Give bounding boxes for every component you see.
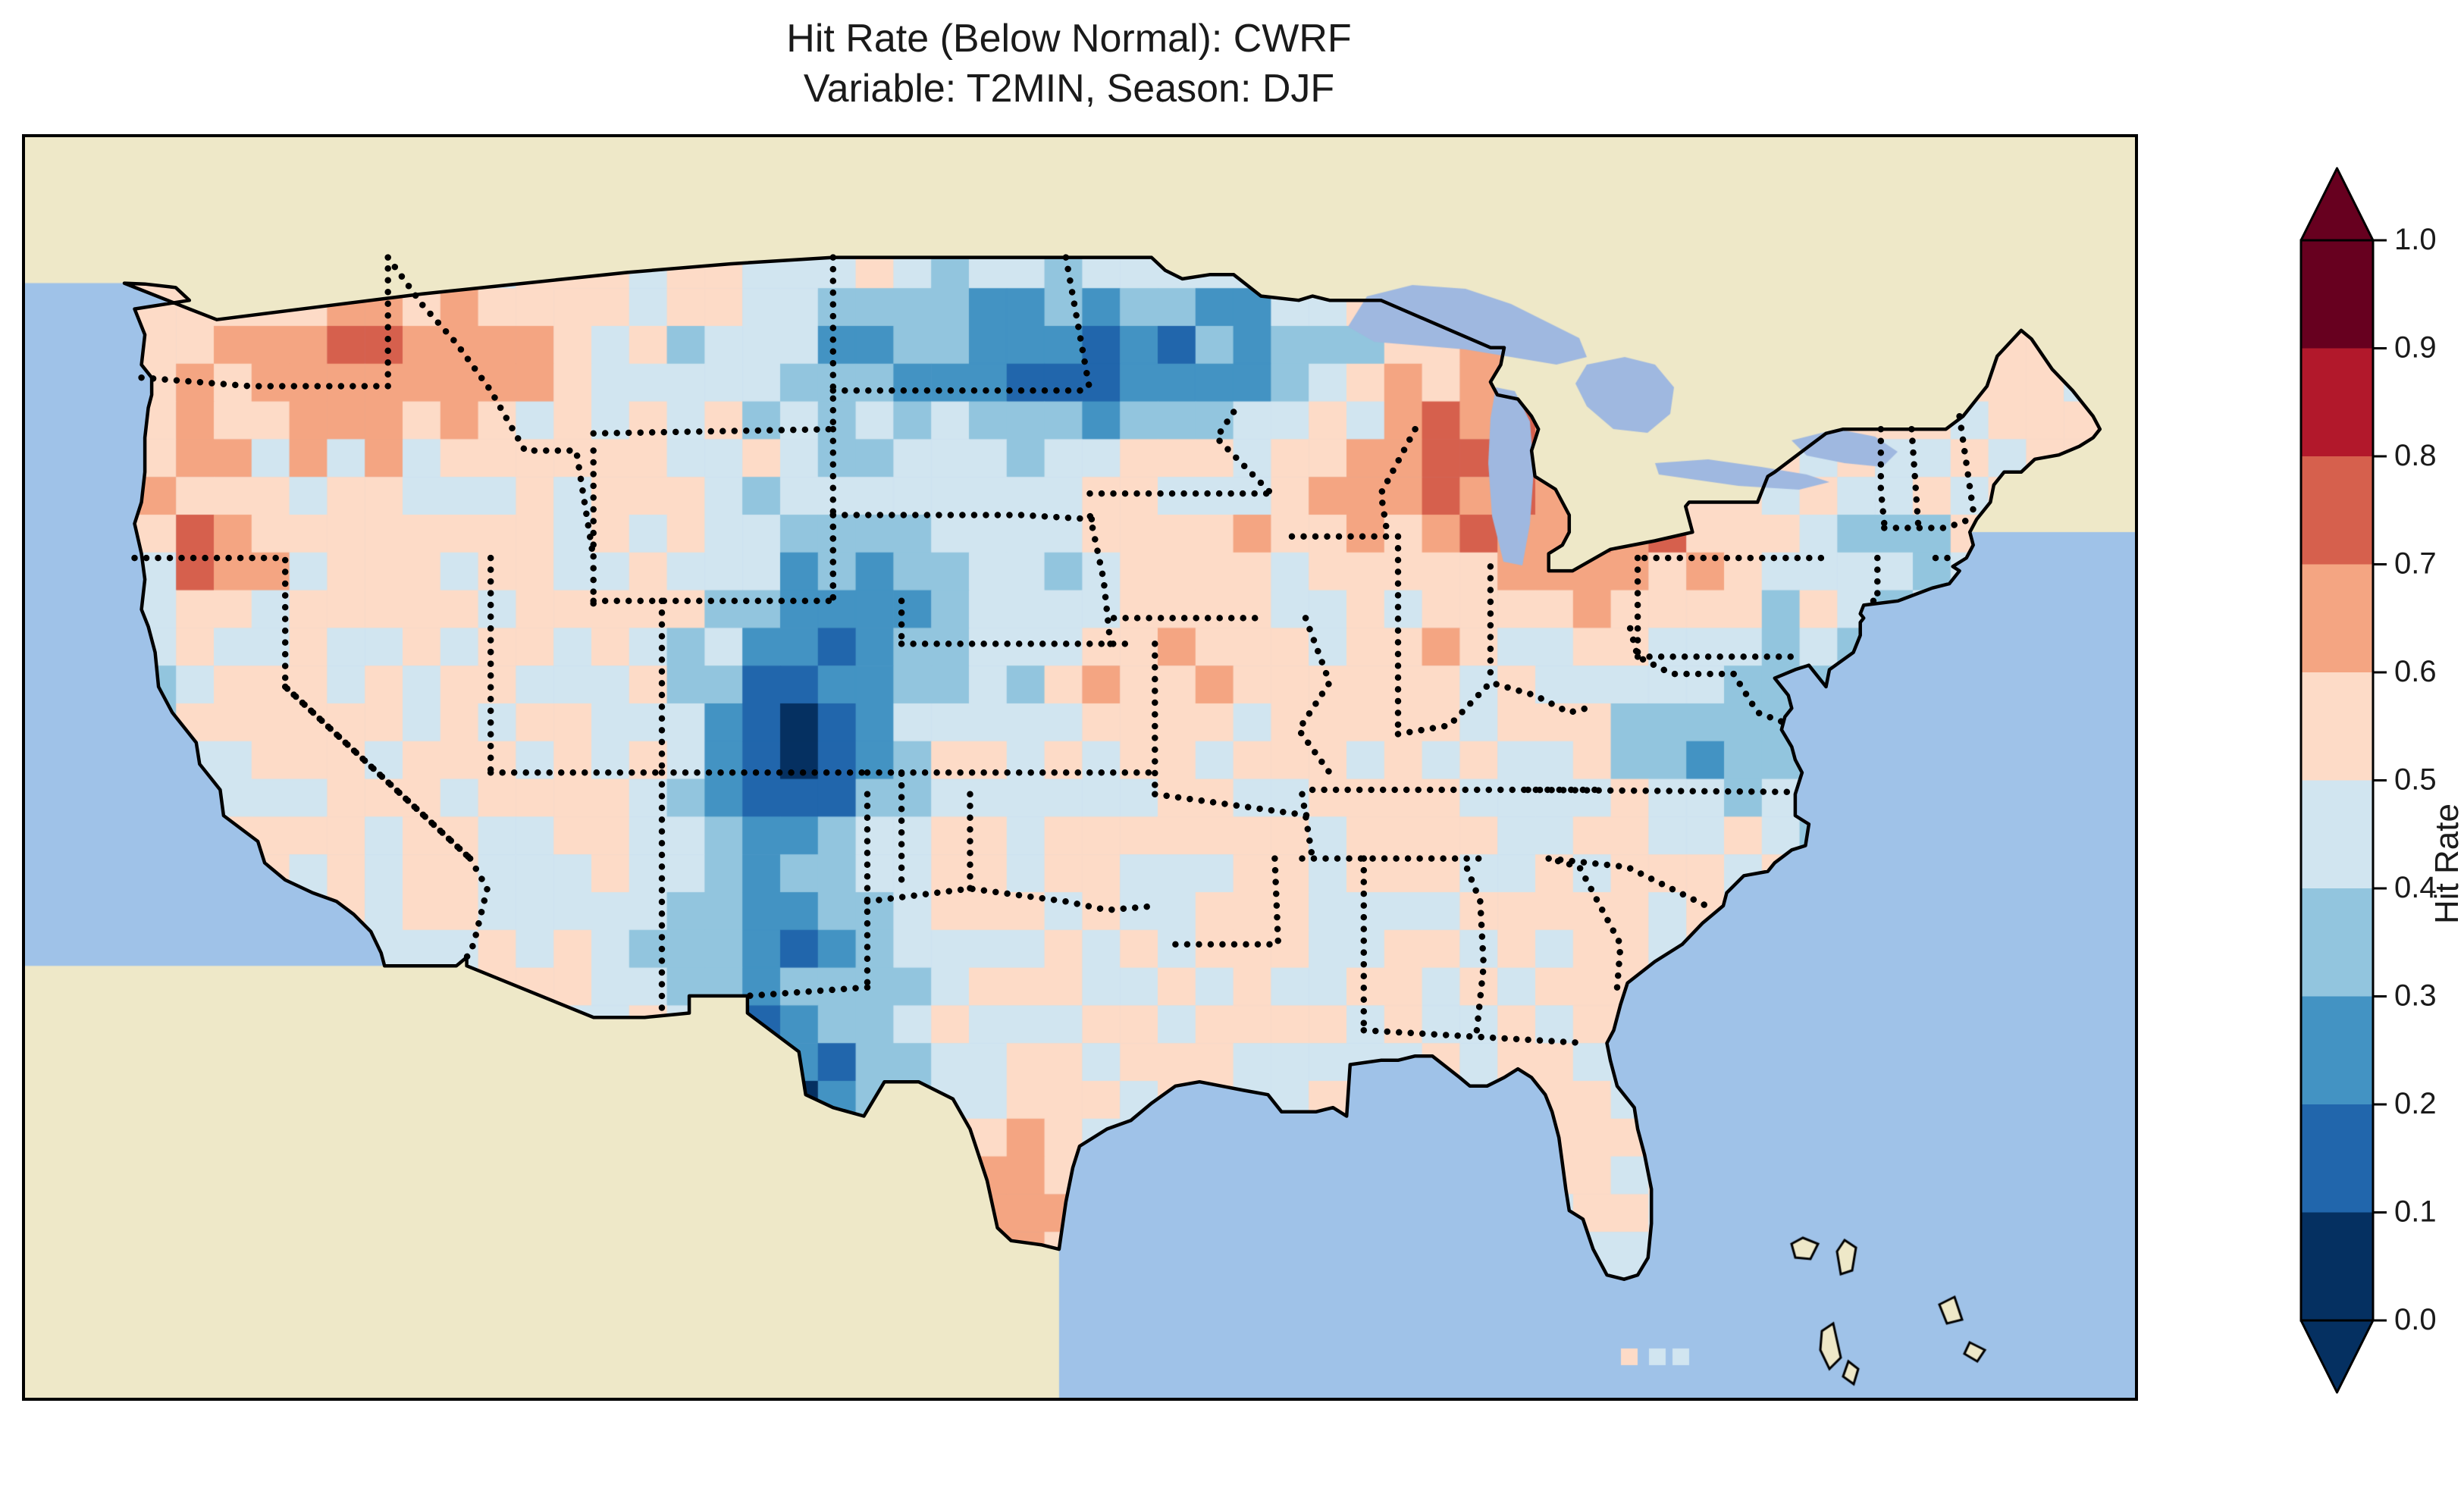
svg-text:1.0: 1.0 (2394, 223, 2437, 256)
svg-text:Hit Rate: Hit Rate (2428, 803, 2464, 924)
svg-text:0.7: 0.7 (2394, 547, 2437, 581)
svg-text:0.3: 0.3 (2394, 979, 2437, 1013)
svg-text:0.2: 0.2 (2394, 1087, 2437, 1120)
svg-text:0.0: 0.0 (2394, 1303, 2437, 1336)
svg-text:0.6: 0.6 (2394, 655, 2437, 688)
svg-text:0.1: 0.1 (2394, 1195, 2437, 1229)
svg-text:0.9: 0.9 (2394, 331, 2437, 365)
svg-text:0.5: 0.5 (2394, 763, 2437, 797)
svg-text:0.8: 0.8 (2394, 439, 2437, 472)
